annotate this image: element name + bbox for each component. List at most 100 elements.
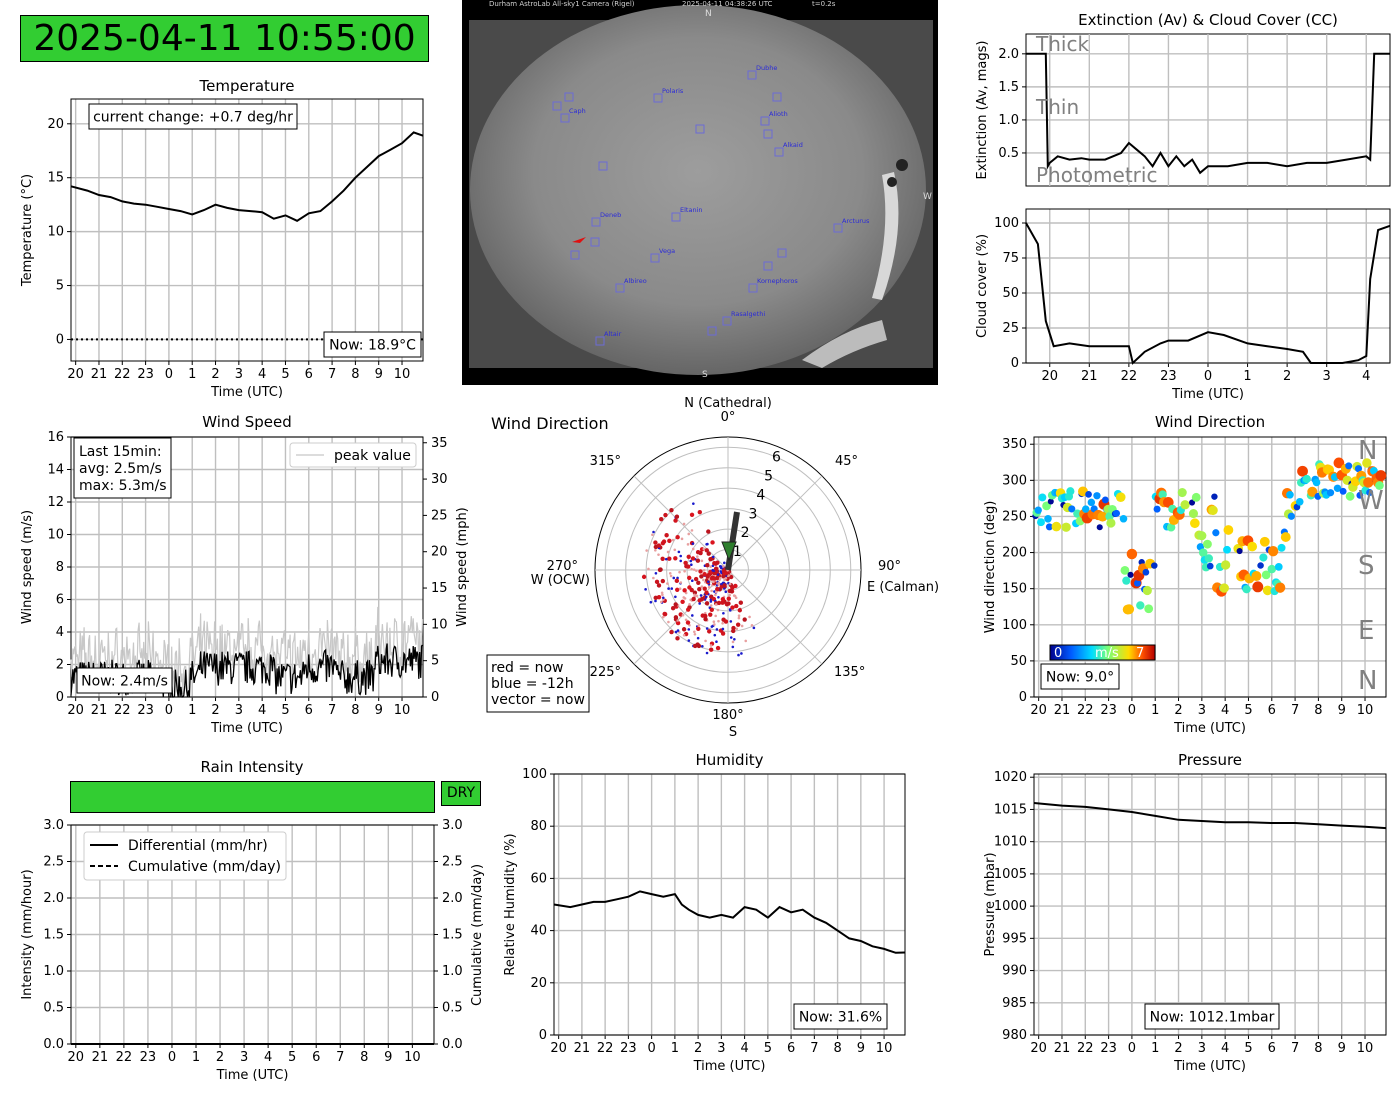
- wind-point: [678, 587, 682, 591]
- wind-point: [708, 612, 713, 617]
- star-label: Polaris: [662, 87, 684, 95]
- y-tick-label: 2.0: [998, 47, 1019, 62]
- compass-letter: E: [1358, 616, 1374, 646]
- y-tick-label: 995: [1002, 931, 1027, 946]
- y-right-tick-label: 5: [431, 654, 439, 669]
- chart-title: Wind Speed: [202, 413, 292, 431]
- humidity-line: [553, 890, 906, 954]
- y-tick-label: 14: [47, 463, 64, 478]
- wind-dir-point: [1268, 546, 1279, 557]
- wind-point: [709, 600, 713, 603]
- wind-point: [696, 555, 699, 558]
- wind-point: [711, 555, 715, 559]
- wind-point: [654, 548, 657, 552]
- x-tick-label: 4: [264, 1050, 272, 1065]
- y-tick-label: 985: [1002, 996, 1027, 1011]
- wind-point: [726, 601, 731, 606]
- wind-point: [702, 547, 706, 551]
- wind-point: [731, 640, 735, 644]
- sky-disc: [470, 5, 926, 375]
- x-tick-label: 6: [1268, 703, 1276, 718]
- wind-point: [737, 614, 741, 618]
- rain-status-bar: [70, 781, 435, 813]
- dark-object: [887, 177, 897, 187]
- wind-point: [737, 653, 740, 657]
- y-tick-label: 50: [1002, 286, 1019, 301]
- y-tick-label: 0.0: [43, 1037, 64, 1052]
- x-tick-label: 1: [1151, 703, 1159, 718]
- stats-line: max: 5.3m/s: [79, 478, 167, 494]
- ring-label: 1: [733, 544, 742, 560]
- y-right-tick-label: 15: [431, 581, 448, 596]
- wind-dir-point: [1038, 493, 1047, 502]
- y-axis-label: Pressure (mbar): [983, 852, 998, 956]
- wind-dir-point: [1242, 585, 1251, 594]
- wind-dir-point: [1267, 564, 1277, 574]
- x-tick-label: 7: [1291, 703, 1299, 718]
- x-tick-label: 8: [351, 367, 359, 382]
- wind-point: [713, 561, 718, 566]
- extinction-chart: 0.5 1.0 1.5 2.0 Extinction (Av) & Cloud Cove…: [975, 11, 1391, 187]
- x-tick-label: 5: [1244, 703, 1252, 718]
- x-tick-label: 21: [1081, 369, 1098, 384]
- wind-point: [702, 586, 707, 591]
- wind-dir-point: [1066, 487, 1075, 496]
- wind-point: [702, 569, 706, 572]
- wind-point: [737, 608, 743, 613]
- wind-point: [734, 596, 738, 600]
- wind-dir-point: [1087, 498, 1096, 507]
- y-tick-label: 0: [539, 1028, 547, 1043]
- wind-dir-point: [1220, 560, 1231, 570]
- y-tick-label: 80: [530, 819, 547, 834]
- y-tick-label: 50: [1010, 654, 1027, 669]
- wind-dir-point: [1180, 500, 1190, 510]
- wind-point: [673, 602, 678, 607]
- wind-point: [740, 624, 744, 628]
- y-tick-label: 60: [530, 871, 547, 886]
- wind-dir-point: [1356, 491, 1364, 499]
- y-tick-label: 10: [47, 528, 64, 543]
- x-tick-label: 20: [67, 367, 84, 382]
- x-tick-label: 23: [1100, 703, 1117, 718]
- wind-point: [712, 620, 716, 624]
- wind-point: [663, 512, 668, 518]
- wind-dir-point: [1136, 601, 1145, 610]
- x-axis-label: Time (UTC): [693, 1059, 766, 1074]
- wind-dir-point: [1134, 579, 1141, 587]
- wind-point: [674, 595, 677, 599]
- star-marker: [552, 101, 562, 111]
- wind-point: [697, 509, 703, 515]
- y-right-tick-label: 20: [431, 545, 448, 560]
- wind-point: [660, 578, 666, 584]
- y-right-tick-label: 0.0: [442, 1037, 463, 1052]
- wind-point: [728, 593, 732, 597]
- compass-letter: N: [1358, 436, 1377, 466]
- ring-label: 4: [756, 487, 765, 503]
- polar-legend-line: vector = now: [491, 692, 585, 708]
- wind-point: [704, 548, 709, 553]
- y-axis-label: Wind direction (deg): [983, 501, 998, 634]
- wind-point: [670, 606, 676, 611]
- plot-frame: [553, 773, 906, 1036]
- x-tick-label: 6: [1268, 1041, 1276, 1056]
- wind-point: [704, 639, 707, 643]
- wind-point: [667, 587, 670, 590]
- wind-point: [723, 619, 729, 624]
- wind-point: [701, 645, 704, 648]
- wind-point: [670, 587, 674, 590]
- y-tick-label: 1015: [994, 802, 1027, 817]
- wind-dir-point: [1203, 539, 1212, 549]
- wind-point: [644, 588, 647, 591]
- wind-point: [667, 556, 672, 561]
- cloud-cover-line: [1025, 222, 1391, 365]
- star-marker: [748, 283, 758, 293]
- wind-point: [696, 580, 701, 585]
- wind-point: [667, 620, 670, 624]
- pressure-line: [1033, 802, 1387, 830]
- x-tick-label: 2: [694, 1041, 702, 1056]
- wind-point: [716, 608, 720, 612]
- angle-label: 0°: [721, 410, 736, 425]
- wind-point: [654, 599, 657, 603]
- west-label: W (OCW): [531, 573, 590, 588]
- wind-dir-point: [1101, 496, 1109, 504]
